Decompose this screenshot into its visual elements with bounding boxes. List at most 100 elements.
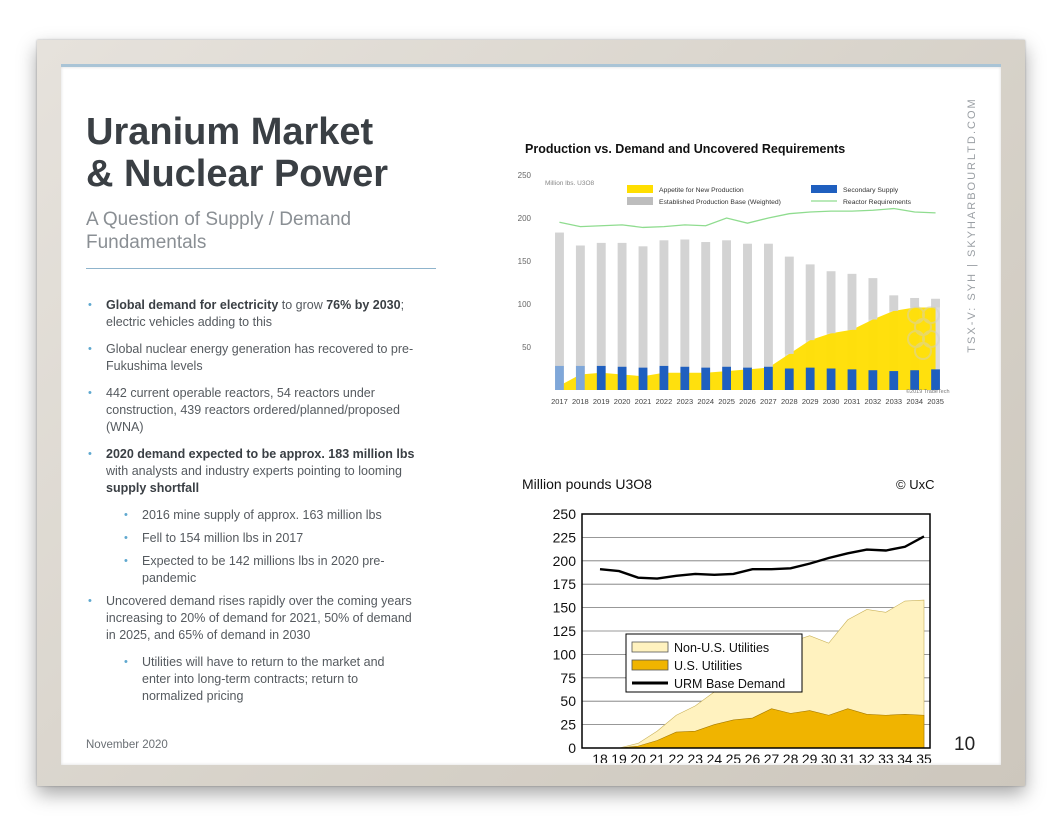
- chart1-x-tick: 2031: [844, 397, 861, 406]
- chart1-established-bar-top: [868, 278, 878, 320]
- chart1-established-bar-top: [784, 256, 794, 354]
- chart1-x-tick: 2027: [760, 397, 777, 406]
- chart1-x-tick: 2020: [614, 397, 631, 406]
- side-label: TSX-V: SYH | SKYHARBOURLTD.COM: [964, 97, 980, 352]
- chart2-y-tick: 25: [560, 717, 576, 733]
- chart1-watermark-circle: [922, 306, 940, 324]
- slide-subtitle: A Question of Supply / Demand Fundamenta…: [86, 209, 352, 253]
- chart1-secondary-bar: [826, 368, 836, 390]
- chart1-established-bar-top: [575, 245, 585, 375]
- chart1-secondary-bar: [659, 365, 669, 390]
- footer-date: November 2020: [86, 739, 168, 751]
- chart2-x-tick: 26: [745, 751, 761, 763]
- chart1-x-tick: 2033: [885, 397, 902, 406]
- sub-bullet-item: Utilities will have to return to the mar…: [86, 654, 416, 705]
- chart2-y-tick: 125: [553, 623, 577, 639]
- chart1-x-tick: 2035: [927, 397, 944, 406]
- chart1-x-tick: 2034: [906, 397, 923, 406]
- uxc-demand-chart: Million pounds U3O8 © UxC 0 25 50 75 100 125 150…: [522, 476, 934, 763]
- chart1-legend-swatch: [811, 185, 837, 193]
- chart1-x-tick: 2029: [802, 397, 819, 406]
- chart2-x-tick: 18: [592, 751, 608, 763]
- chart2-legend-label: Non-U.S. Utilities: [674, 641, 769, 655]
- chart1-legend-label: Appetite for New Production: [659, 187, 744, 194]
- chart2-x-tick: 21: [649, 751, 665, 763]
- chart1-established-bar-top: [847, 273, 857, 330]
- chart1-x-tick: 2022: [656, 397, 673, 406]
- page-number: 10: [954, 734, 976, 755]
- bullet-bold: Global demand for electricity: [106, 298, 279, 312]
- chart2-y-tick: 225: [553, 529, 577, 545]
- bullet-item: 2020 demand expected to be approx. 183 m…: [86, 446, 416, 497]
- bullet-text: to grow: [278, 298, 327, 312]
- chart1-established-bar-top: [805, 264, 815, 341]
- side-label-text: TSX-V: SYH | SKYHARBOURLTD.COM: [966, 97, 978, 353]
- chart2-x-tick: 27: [764, 751, 780, 763]
- bullet-text: ; electric vehicles adding to this: [106, 298, 405, 329]
- chart1-secondary-bar: [596, 365, 606, 390]
- chart1-secondary-bar: [722, 366, 731, 390]
- chart1-reactor-line: [559, 207, 936, 229]
- chart2-y-tick: 100: [553, 646, 577, 662]
- chart1-x-tick: 2032: [865, 397, 882, 406]
- bullet-item: Global demand for electricity to grow 76…: [86, 297, 416, 331]
- chart1-title: Production vs. Demand and Uncovered Requ…: [525, 142, 846, 156]
- chart2-y-tick: 175: [553, 576, 577, 592]
- chart1-secondary-bar: [555, 365, 564, 390]
- chart1-watermark-circle: [914, 318, 932, 336]
- chart1-secondary-bar: [889, 371, 899, 390]
- chart2-x-tick: 30: [821, 751, 837, 763]
- chart2-copyright: © UxC: [896, 477, 934, 492]
- chart1-secondary-bar: [743, 367, 752, 390]
- title-divider: [86, 268, 436, 269]
- chart1-established-bar-top: [659, 240, 669, 373]
- bullet-bold: 2020 demand expected to be approx. 183 m…: [106, 447, 415, 461]
- slide: Uranium Market & Nuclear Power A Questio…: [61, 64, 1001, 765]
- chart1-secondary-bar: [931, 369, 940, 390]
- chart1-legend-swatch: [627, 197, 653, 205]
- chart2-x-tick: 23: [688, 751, 704, 763]
- chart1-secondary-bar: [764, 366, 773, 390]
- chart1-legend-label: Secondary Supply: [843, 187, 899, 194]
- chart1-x-tick: 2028: [781, 397, 798, 406]
- chart2-x-tick: 35: [916, 751, 932, 763]
- sub-bullet-item: 2016 mine supply of approx. 163 million …: [86, 507, 416, 524]
- chart1-x-tick: 2023: [676, 397, 693, 406]
- chart2-x-tick: 20: [630, 751, 646, 763]
- chart1-established-bar-top: [617, 242, 627, 375]
- chart2-x-tick: 28: [783, 751, 799, 763]
- chart2-y-tick: 250: [553, 506, 577, 522]
- chart1-secondary-bar: [868, 370, 878, 390]
- chart1-watermark-circle: [907, 306, 925, 324]
- chart1-established-bar-top: [931, 298, 940, 308]
- bullet-bold: supply shortfall: [106, 481, 200, 495]
- chart1-secondary-bar: [805, 367, 815, 390]
- bullet-bold: 76% by 2030: [326, 298, 401, 312]
- chart2-x-tick: 32: [859, 751, 875, 763]
- chart1-secondary-bar: [784, 368, 794, 390]
- title-line-1: Uranium Market: [86, 111, 374, 153]
- chart1-secondary-bar: [575, 365, 585, 390]
- chart1-established-bar-top: [680, 239, 690, 373]
- chart2-y-tick: 200: [553, 553, 577, 569]
- sub-bullet-item: Fell to 154 million lbs in 2017: [86, 530, 416, 547]
- chart1-appetite-area: [559, 307, 936, 390]
- production-demand-chart: 50 100 150 200 250 Million lbs. U3O8 ©2019 Tra…: [518, 171, 950, 406]
- chart1-established-bar-top: [764, 243, 773, 368]
- bullet-item: Global nuclear energy generation has rec…: [86, 341, 416, 375]
- chart2-x-tick: 29: [802, 751, 818, 763]
- chart1-x-tick: 2030: [823, 397, 840, 406]
- chart1-x-tick: 2024: [697, 397, 714, 406]
- chart2-x-tick: 25: [726, 751, 742, 763]
- chart1-x-tick: 2021: [635, 397, 652, 406]
- chart1-established-bar-top: [701, 242, 711, 373]
- bullet-text: with analysts and industry experts point…: [106, 464, 402, 478]
- chart1-y-label: Million lbs. U3O8: [545, 180, 595, 187]
- chart1-secondary-bar: [617, 366, 627, 390]
- chart1-established-bar-top: [722, 240, 731, 372]
- chart2-x-tick: 19: [611, 751, 627, 763]
- chart2-y-label: Million pounds U3O8: [522, 476, 652, 492]
- chart1-x-tick: 2018: [572, 397, 589, 406]
- chart1-secondary-bar: [847, 369, 857, 390]
- chart1-established-bar-top: [889, 295, 899, 311]
